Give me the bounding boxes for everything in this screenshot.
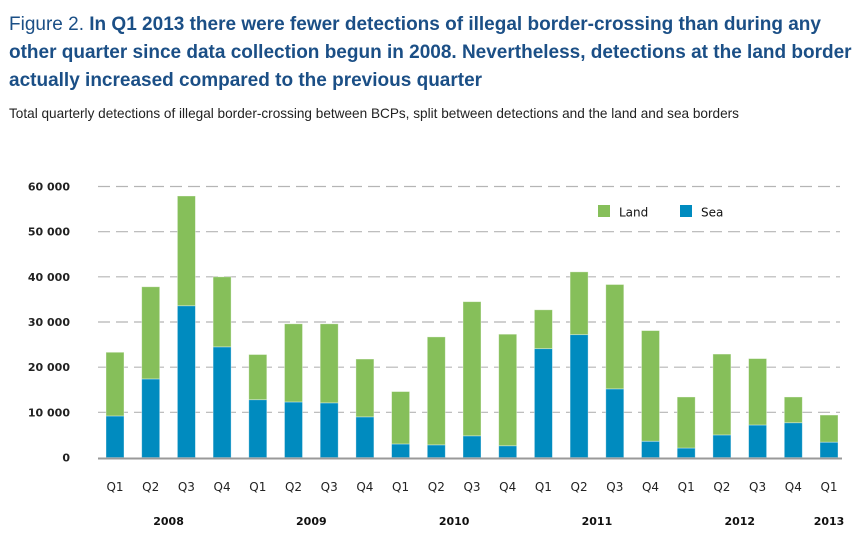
legend: Land Sea — [598, 205, 723, 220]
y-tick-label: 40 000 — [28, 271, 70, 284]
year-label: 2012 — [724, 515, 755, 528]
bar-land — [712, 353, 732, 436]
bar-sea — [141, 378, 161, 458]
x-tick-label: Q1 — [106, 480, 123, 494]
x-tick-label: Q3 — [178, 480, 195, 494]
bar-land — [783, 396, 803, 424]
y-tick-label: 30 000 — [28, 316, 70, 329]
figure-subtitle: Total quarterly detections of illegal bo… — [9, 106, 739, 121]
x-tick-label: Q4 — [499, 480, 516, 494]
x-tick-label: Q4 — [785, 480, 802, 494]
x-tick-label: Q3 — [606, 480, 623, 494]
figure-label: Figure 2. — [9, 14, 84, 35]
x-tick-label: Q4 — [642, 480, 659, 494]
y-axis-ticks: 0 10 000 20 000 30 000 40 000 50 000 60 000 — [28, 181, 70, 465]
x-tick-label: Q4 — [214, 480, 231, 494]
figure-headline: In Q1 2013 there were fewer detections o… — [9, 14, 852, 91]
year-label: 2011 — [582, 515, 613, 528]
bar-sea — [783, 422, 803, 458]
bar-sea — [105, 415, 125, 458]
bar-sea — [319, 402, 339, 458]
x-tick-label: Q1 — [535, 480, 552, 494]
bar-land — [141, 286, 161, 380]
year-label: 2010 — [439, 515, 470, 528]
bar-land — [605, 284, 625, 390]
y-tick-label: 0 — [62, 452, 70, 465]
y-tick-label: 60 000 — [28, 181, 70, 194]
bar-sea — [748, 424, 767, 458]
bar-land — [819, 414, 839, 443]
x-tick-label: Q1 — [249, 480, 266, 494]
bar-sea — [176, 305, 196, 458]
legend-swatch-land — [598, 205, 610, 217]
x-tick-label: Q1 — [820, 480, 837, 494]
x-tick-label: Q2 — [428, 480, 445, 494]
bar-land — [676, 396, 696, 449]
x-tick-label: Q3 — [321, 480, 338, 494]
bar-land — [176, 195, 196, 307]
figure-title: Figure 2. In Q1 2013 there were fewer de… — [9, 11, 859, 95]
bar-sea — [819, 441, 839, 458]
bar-sea — [284, 401, 303, 458]
legend-swatch-sea — [680, 205, 692, 217]
x-tick-label: Q3 — [749, 480, 766, 494]
bar-land — [355, 358, 375, 418]
x-tick-label: Q3 — [463, 480, 480, 494]
bar-land — [391, 391, 411, 445]
bar-sea — [248, 399, 268, 458]
bar-sea — [676, 447, 696, 458]
bar-land — [462, 301, 482, 437]
x-tick-label: Q2 — [285, 480, 302, 494]
y-tick-label: 20 000 — [28, 361, 70, 374]
bar-sea — [426, 444, 446, 458]
x-tick-label: Q1 — [392, 480, 409, 494]
bar-land — [569, 271, 589, 336]
bar-sea — [605, 388, 625, 458]
bar-land — [641, 330, 660, 442]
bar-land — [105, 351, 125, 417]
bar-land — [319, 323, 339, 404]
bar-sea — [712, 434, 732, 458]
bar-sea — [534, 348, 553, 458]
bar-land — [212, 276, 232, 348]
x-tick-label: Q1 — [678, 480, 695, 494]
bar-land — [498, 333, 518, 447]
bar-sea — [391, 443, 411, 458]
x-tick-label: Q2 — [571, 480, 588, 494]
bar-land — [426, 336, 446, 446]
x-axis-ticks: Q1 Q2 Q3 Q4 Q1 Q2 Q3 Q4 Q1 Q2 Q3 Q4 Q1 Q2 Q3 Q4 Q1 Q2 Q3 Q4… — [106, 480, 837, 494]
bar-land — [248, 354, 268, 401]
bar-sea — [212, 346, 232, 458]
y-tick-label: 10 000 — [28, 406, 70, 419]
x-tick-label: Q2 — [142, 480, 159, 494]
x-tick-label: Q2 — [713, 480, 730, 494]
bar-sea — [641, 440, 660, 458]
year-label: 2008 — [153, 515, 184, 528]
x-tick-label: Q4 — [356, 480, 373, 494]
year-label: 2013 — [814, 515, 845, 528]
bar-sea — [498, 445, 518, 458]
bars — [105, 195, 839, 458]
bar-sea — [462, 435, 482, 458]
bar-land — [748, 358, 767, 426]
year-labels: 2008 2009 2010 2011 2012 2013 — [153, 515, 844, 528]
legend-label-sea: Sea — [701, 206, 723, 220]
bar-land — [534, 309, 553, 350]
year-label: 2009 — [296, 515, 327, 528]
legend-label-land: Land — [619, 206, 648, 220]
bar-sea — [569, 334, 589, 458]
bar-land — [284, 323, 303, 403]
y-tick-label: 50 000 — [28, 226, 70, 239]
bar-sea — [355, 416, 375, 458]
